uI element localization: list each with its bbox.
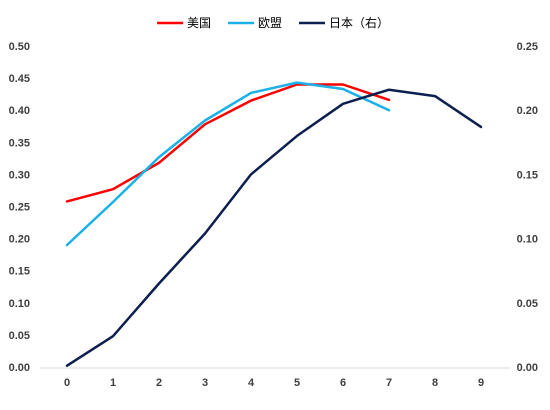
right-y-tick-label: 0.15 [517,169,538,181]
left-y-tick-label: 0.50 [9,41,30,53]
right-y-tick-label: 0.25 [517,41,538,53]
series-lines [65,81,483,367]
x-tick-label: 2 [156,377,162,389]
left-y-tick-label: 0.15 [9,266,30,278]
legend-label-1: 欧盟 [258,16,282,30]
x-tick-label: 4 [248,377,255,389]
left-y-tick-label: 0.10 [9,298,30,310]
x-tick-label: 9 [478,377,484,389]
series-line-1 [65,81,391,247]
x-tick-label: 0 [64,377,70,389]
left-y-tick-label: 0.45 [9,73,30,85]
legend-label-2: 日本（右） [329,15,389,30]
left-y-tick-label: 0.20 [9,234,30,246]
x-tick-label: 8 [432,377,438,389]
x-axis: 0 1 2 3 4 5 6 7 8 9 [64,377,484,389]
legend: 美国 欧盟 日本（右） [157,15,389,30]
left-y-tick-label: 0.05 [9,330,30,342]
left-y-tick-label: 0.25 [9,202,30,214]
x-tick-label: 3 [202,377,208,389]
right-y-tick-label: 0.10 [517,234,538,246]
series-line-0 [65,83,391,203]
right-y-tick-label: 0.00 [517,362,538,374]
series-line-2 [65,88,483,367]
right-y-tick-label: 0.20 [517,105,538,117]
legend-label-0: 美国 [187,16,211,30]
left-y-tick-label: 0.35 [9,137,30,149]
left-y-tick-label: 0.00 [9,362,30,374]
x-tick-label: 7 [386,377,392,389]
left-y-tick-label: 0.30 [9,169,30,181]
x-tick-label: 1 [110,377,116,389]
x-tick-label: 6 [340,377,346,389]
right-y-tick-label: 0.05 [517,298,538,310]
left-y-tick-label: 0.40 [9,105,30,117]
right-y-axis: 0.00 0.05 0.10 0.15 0.20 0.25 [517,41,538,374]
left-y-axis: 0.00 0.05 0.10 0.15 0.20 0.25 0.30 0.35 0.40 0.45… [9,41,30,374]
x-tick-label: 5 [294,377,300,389]
